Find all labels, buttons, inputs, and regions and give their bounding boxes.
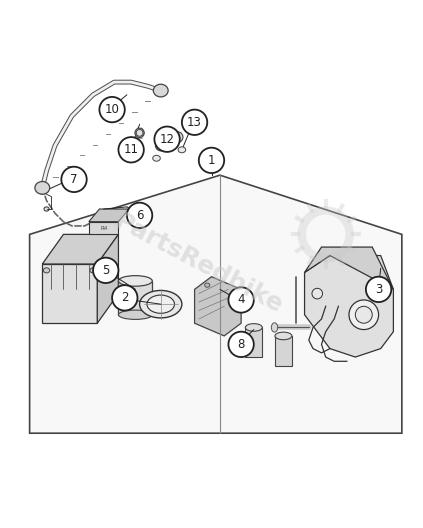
Text: 3: 3	[375, 283, 382, 296]
Polygon shape	[42, 234, 118, 264]
Polygon shape	[245, 327, 262, 357]
Polygon shape	[195, 277, 241, 336]
Text: 11: 11	[124, 143, 139, 156]
Ellipse shape	[272, 323, 277, 332]
Polygon shape	[89, 222, 118, 234]
Text: 5: 5	[102, 264, 110, 277]
Ellipse shape	[118, 310, 152, 319]
Circle shape	[199, 148, 224, 173]
Text: PartsRedbike: PartsRedbike	[110, 210, 287, 318]
Ellipse shape	[275, 332, 292, 340]
Circle shape	[228, 287, 254, 313]
Ellipse shape	[44, 268, 50, 273]
Text: 8: 8	[237, 338, 245, 351]
Polygon shape	[305, 247, 393, 289]
Text: R4: R4	[100, 225, 107, 231]
Polygon shape	[42, 264, 97, 323]
Text: 4: 4	[237, 294, 245, 306]
Circle shape	[112, 285, 137, 310]
Polygon shape	[275, 336, 292, 365]
Ellipse shape	[178, 147, 186, 153]
Circle shape	[99, 97, 125, 122]
Ellipse shape	[245, 324, 262, 331]
Text: 1: 1	[208, 154, 215, 167]
Ellipse shape	[349, 300, 379, 329]
Polygon shape	[89, 209, 129, 222]
Ellipse shape	[153, 155, 160, 161]
Text: 2: 2	[121, 291, 129, 304]
Text: 10: 10	[104, 103, 120, 116]
Ellipse shape	[140, 290, 182, 318]
Ellipse shape	[90, 268, 96, 273]
Text: 12: 12	[159, 133, 175, 146]
Circle shape	[93, 258, 118, 283]
Circle shape	[154, 127, 180, 152]
Ellipse shape	[355, 306, 372, 323]
Ellipse shape	[234, 291, 239, 296]
Ellipse shape	[173, 132, 183, 143]
Ellipse shape	[156, 140, 166, 151]
Polygon shape	[118, 281, 152, 315]
Polygon shape	[30, 175, 402, 433]
Text: 13: 13	[187, 116, 202, 129]
Ellipse shape	[44, 207, 49, 211]
Ellipse shape	[40, 190, 45, 194]
Text: 6: 6	[136, 209, 143, 222]
Circle shape	[118, 137, 144, 163]
Ellipse shape	[312, 288, 323, 299]
Polygon shape	[97, 234, 118, 323]
Text: 7: 7	[70, 173, 78, 186]
Ellipse shape	[136, 129, 143, 136]
Circle shape	[61, 167, 87, 192]
Circle shape	[228, 332, 254, 357]
Ellipse shape	[35, 182, 50, 194]
Circle shape	[366, 277, 391, 302]
Ellipse shape	[118, 276, 152, 286]
Circle shape	[182, 110, 207, 135]
Ellipse shape	[135, 128, 144, 137]
Circle shape	[127, 203, 152, 228]
Ellipse shape	[147, 295, 175, 313]
Ellipse shape	[205, 283, 210, 287]
Polygon shape	[305, 256, 393, 357]
Ellipse shape	[153, 84, 168, 97]
